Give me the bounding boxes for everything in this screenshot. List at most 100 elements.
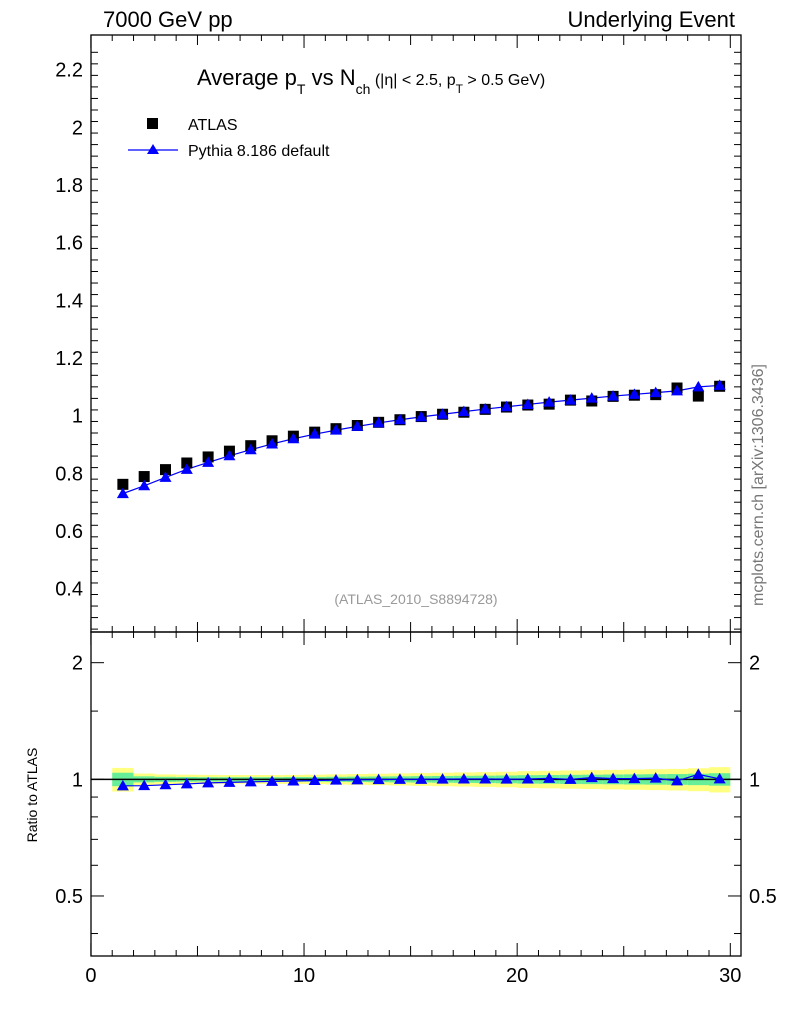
ratio-pythia-point	[543, 772, 556, 783]
main-panel: 0.4 0.6 0.8 1 1.2 1.4 1.6 1.8 2 2.2	[55, 34, 742, 633]
header-left: 7000 GeV pp	[103, 7, 233, 32]
ratio-pythia-point	[393, 773, 406, 784]
ratio-pythia-point	[351, 773, 364, 785]
main-ytick-label: 2.2	[55, 60, 83, 82]
title-mid-sub: ch	[356, 81, 371, 97]
title-main: Average p	[197, 65, 297, 90]
ratio-pythia-point	[436, 773, 449, 784]
ratio-pythia-point	[330, 774, 343, 785]
pythia-point	[649, 386, 662, 398]
ratio-pythia-point	[457, 772, 470, 784]
legend-pythia-marker	[147, 144, 159, 154]
pythia-point	[457, 405, 470, 417]
pythia-point	[479, 403, 492, 414]
ratio-pythia-point	[244, 775, 257, 787]
ratio-frame	[90, 631, 742, 957]
main-ytick-label: 0.8	[55, 463, 83, 485]
pythia-point	[713, 379, 726, 390]
legend-atlas-marker	[147, 118, 158, 129]
pythia-point	[500, 400, 513, 412]
main-ytick-label: 0.6	[55, 521, 83, 543]
pythia-point	[436, 408, 449, 419]
ratio-pythia-point	[372, 773, 385, 785]
pythia-point	[521, 398, 534, 409]
ratio-ytick-label-right: 2	[749, 653, 760, 675]
ratio-pythia-point	[180, 777, 193, 789]
main-ytick-label: 1	[72, 406, 83, 428]
pythia-point	[372, 416, 385, 428]
ratio-pythia-point	[415, 773, 428, 784]
ratio-pythia-point	[692, 768, 705, 779]
atlas-point	[117, 478, 129, 490]
analysis-watermark: (ATLAS_2010_S8894728)	[334, 591, 497, 607]
pythia-point	[180, 463, 193, 474]
pythia-point	[266, 437, 279, 449]
side-reference-label: mcplots.cern.ch [arXiv:1306.3436]	[750, 364, 767, 606]
legend: ATLAS Pythia 8.186 default	[128, 117, 330, 160]
ratio-ytick-label: 2	[72, 653, 83, 675]
main-ytick-label: 2	[72, 117, 83, 139]
pythia-point	[330, 424, 343, 435]
pythia-point	[351, 420, 364, 431]
ratio-pythia-point	[564, 773, 577, 784]
main-title: Average pT vs Nch (|η| < 2.5, pT > 0.5 G…	[197, 65, 545, 97]
ratio-pythia-point	[287, 775, 300, 786]
pythia-point	[607, 390, 620, 401]
title-cut: (|η| < 2.5, p	[370, 72, 455, 89]
main-ytick-label: 1.4	[55, 290, 83, 312]
pythia-point	[671, 384, 684, 396]
ratio-pythia-point	[500, 773, 513, 784]
ratio-pythia-point	[713, 772, 726, 784]
pythia-point	[628, 388, 641, 399]
ratio-pythia-point	[138, 779, 151, 791]
pythia-point	[223, 449, 236, 461]
atlas-point	[181, 457, 193, 469]
main-ytick-label: 1.6	[55, 233, 83, 255]
ratio-pythia-point	[521, 772, 534, 784]
title-mid: vs N	[305, 65, 355, 90]
pythia-point	[159, 471, 172, 482]
ratio-pythia-point	[159, 778, 172, 790]
pythia-point	[244, 443, 257, 455]
pythia-point	[393, 413, 406, 425]
ratio-pythia-point	[479, 772, 492, 784]
title-main-sub: T	[297, 81, 306, 97]
ratio-pythia-point	[202, 776, 215, 788]
ratio-ylabel: Ratio to ATLAS	[24, 748, 40, 843]
ratio-pythia-point	[116, 779, 129, 791]
atlas-point	[138, 471, 150, 483]
title-cut-end: > 0.5 GeV)	[463, 72, 545, 89]
ratio-panel: 0.5 0.51 12 20 10 20 30	[55, 631, 777, 987]
pythia-point	[585, 392, 598, 403]
ratio-ytick-label: 0.5	[55, 886, 83, 908]
pythia-point	[543, 396, 556, 407]
title-cut-sub: T	[456, 82, 464, 96]
ratio-pythia-point	[607, 772, 620, 784]
pythia-point	[692, 380, 705, 392]
atlas-point	[159, 464, 171, 476]
ratio-xtick-label: 20	[506, 965, 528, 987]
main-ytick-label: 1.8	[55, 175, 83, 197]
ratio-pythia-point	[649, 772, 662, 783]
pythia-point	[415, 410, 428, 422]
pythia-point	[287, 432, 300, 444]
pythia-point	[202, 456, 215, 467]
main-ytick-label: 1.2	[55, 348, 83, 370]
ratio-xtick-label: 0	[85, 965, 96, 987]
ratio-ytick-label-right: 1	[749, 769, 760, 791]
ratio-xtick-label: 30	[719, 965, 741, 987]
header-right: Underlying Event	[567, 7, 735, 32]
pythia-line	[122, 384, 720, 495]
pythia-point	[308, 428, 321, 439]
atlas-point	[692, 390, 704, 402]
ratio-pythia-point	[223, 776, 236, 787]
legend-atlas-label: ATLAS	[188, 117, 238, 134]
pythia-point	[564, 394, 577, 405]
ratio-pythia-point	[266, 775, 279, 786]
ratio-pythia-point	[308, 774, 321, 786]
pythia-point	[116, 487, 129, 499]
ratio-pythia-point	[671, 774, 684, 786]
main-ytick-label: 0.4	[55, 579, 83, 601]
legend-pythia-label: Pythia 8.186 default	[188, 143, 330, 160]
